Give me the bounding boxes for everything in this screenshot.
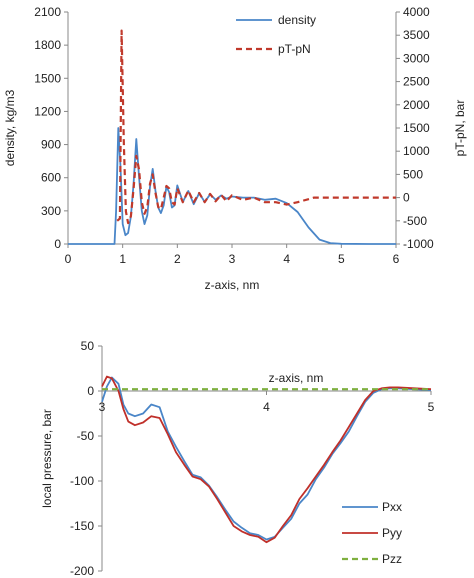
y-tick-label: -150 xyxy=(70,519,94,533)
x-tick-label: 4 xyxy=(263,400,270,414)
y-tick-label: 0 xyxy=(87,384,94,398)
y2-tick-label: 1500 xyxy=(403,121,430,135)
y2-tick-label: 1000 xyxy=(403,144,430,158)
x-tick-label: 0 xyxy=(65,252,72,266)
local-pressure-chart: 3 4 5 50 0 -50 -100 -150 -200 z-axis, nm local pre… xyxy=(40,339,435,578)
y2-tick-label: 3000 xyxy=(403,51,430,65)
y2-tick-label: 3500 xyxy=(403,28,430,42)
y-tick-label: 1800 xyxy=(34,38,61,52)
y-tick-label: 50 xyxy=(81,339,95,353)
y2-axis-label: pT-pN, bar xyxy=(453,100,467,157)
x-tick-label: 6 xyxy=(393,252,400,266)
legend-label-Pyy: Pyy xyxy=(382,526,402,540)
y2-tick-label: 2000 xyxy=(403,98,430,112)
y-tick-label: 1200 xyxy=(34,104,61,118)
x-tick-label: 3 xyxy=(229,252,236,266)
y-tick-label: -200 xyxy=(70,564,94,578)
y2-tick-label: 500 xyxy=(403,167,423,181)
x-tick-label: 4 xyxy=(283,252,290,266)
y-tick-label: 1500 xyxy=(34,71,61,85)
x-axis-label: z-axis, nm xyxy=(269,371,324,385)
series-line-pT-pN xyxy=(116,29,396,225)
y-axis-label: local pressure, bar xyxy=(40,409,54,508)
y-tick-label: 900 xyxy=(41,138,61,152)
y-axis-label: density, kg/m3 xyxy=(3,89,17,166)
series-line-Pxx xyxy=(101,376,432,541)
y-tick-label: -50 xyxy=(77,429,95,443)
y2-tick-label: 2500 xyxy=(403,75,430,89)
x-tick-label: 5 xyxy=(428,400,435,414)
y-tick-label: 0 xyxy=(54,237,61,251)
legend-label-pT-pN: pT-pN xyxy=(278,42,311,56)
x-tick-label: 2 xyxy=(174,252,181,266)
x-tick-label: 5 xyxy=(338,252,345,266)
x-tick-label: 3 xyxy=(99,400,106,414)
y2-tick-label: 0 xyxy=(403,191,410,205)
y2-tick-label: 4000 xyxy=(403,5,430,19)
series-line-density xyxy=(68,127,396,245)
y-tick-label: 600 xyxy=(41,171,61,185)
x-tick-label: 1 xyxy=(119,252,126,266)
series-line-Pyy xyxy=(101,375,432,544)
density-pressure-chart: 0 1 2 3 4 5 6 0 300 600 900 1200 1500 1800 2100 -1000 -5… xyxy=(3,5,467,292)
y2-tick-label: -1000 xyxy=(403,237,434,251)
y-tick-label: 300 xyxy=(41,204,61,218)
y-tick-label: -100 xyxy=(70,474,94,488)
y-tick-label: 2100 xyxy=(34,5,61,19)
legend-label-density: density xyxy=(278,13,316,27)
y2-tick-label: -500 xyxy=(403,214,427,228)
legend-label-Pzz: Pzz xyxy=(382,552,402,566)
x-axis-label: z-axis, nm xyxy=(205,278,260,292)
legend-label-Pxx: Pxx xyxy=(382,500,402,514)
